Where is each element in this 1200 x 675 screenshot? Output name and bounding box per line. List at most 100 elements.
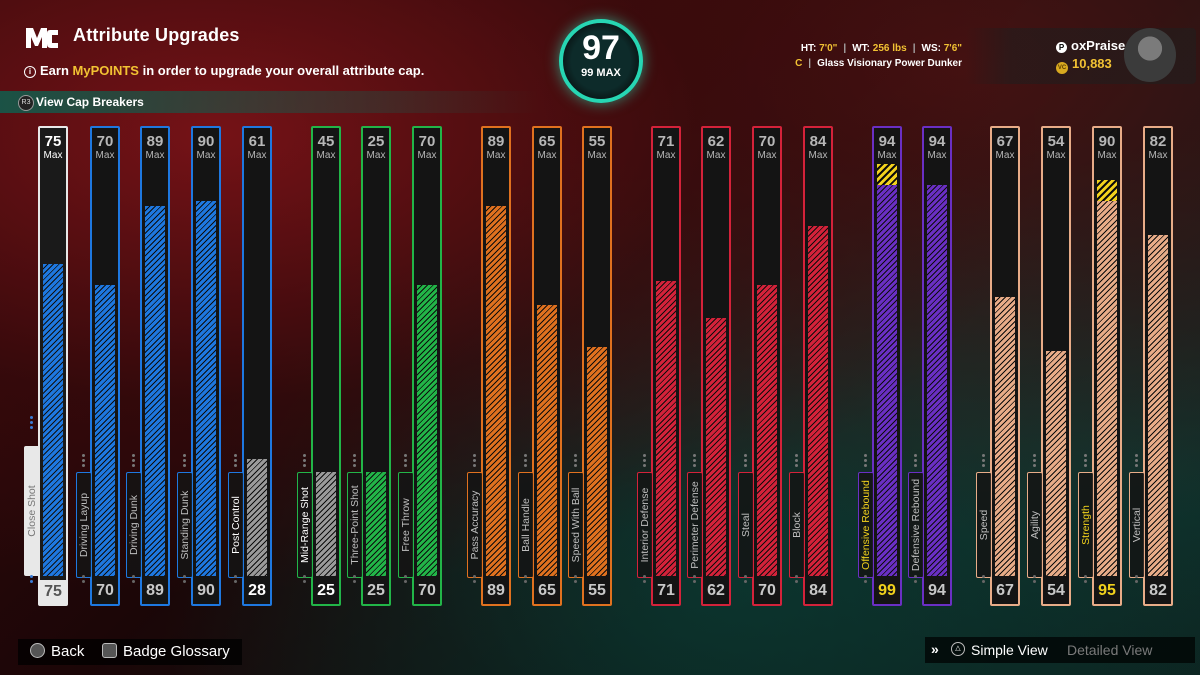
attribute-bar-vertical[interactable]: 82 Max 82: [1143, 126, 1173, 606]
attribute-bar-driving-dunk[interactable]: 89 Max 89: [140, 126, 170, 606]
badge-dots-lower: [914, 575, 918, 585]
attribute-name: Three-Point Shot: [349, 485, 361, 565]
attribute-bar-close-shot[interactable]: 75 Max 75: [38, 126, 68, 606]
view-cap-breakers-button[interactable]: R3 View Cap Breakers: [0, 91, 540, 113]
badge-dots: [132, 454, 136, 469]
attribute-bar-driving-layup[interactable]: 70 Max 70: [90, 126, 120, 606]
max-value: 67: [996, 133, 1014, 150]
wt-label: WT:: [852, 43, 870, 54]
attribute-bar-offensive-rebound[interactable]: 94 Max 99: [872, 126, 902, 606]
badge-dots-lower: [82, 575, 86, 585]
attribute-bar-agility[interactable]: 54 Max 54: [1041, 126, 1071, 606]
attribute-fill: [656, 281, 676, 576]
max-label: Max: [1046, 150, 1066, 161]
badge-dots: [693, 454, 697, 469]
badge-dots: [1135, 454, 1139, 469]
max-label: Max: [995, 150, 1015, 161]
overall-rating: 97 99 MAX: [559, 19, 643, 103]
triangle-button-icon: △: [951, 642, 965, 656]
attribute-label-tag: Standing Dunk: [177, 472, 193, 578]
player-position: C: [795, 58, 803, 69]
attribute-name: Post Control: [230, 496, 242, 554]
attribute-name: Perimeter Defense: [689, 481, 701, 569]
max-label: Max: [1097, 150, 1117, 161]
attribute-bar-perimeter-defense[interactable]: 62 Max 62: [701, 126, 731, 606]
attribute-name: Standing Dunk: [179, 490, 191, 560]
attribute-label-tag: Post Control: [228, 472, 244, 578]
badge-dots-lower: [1033, 575, 1037, 585]
ws-value: 7'6": [943, 43, 962, 54]
current-value: 55: [588, 582, 606, 599]
badge-dots-lower: [404, 575, 408, 585]
player-archetype: C | Glass Visionary Power Dunker: [795, 58, 962, 69]
badge-dots-lower: [1084, 575, 1088, 585]
current-value: 67: [996, 582, 1014, 599]
attribute-label-tag: Interior Defense: [637, 472, 653, 578]
playstation-icon: P: [1056, 42, 1067, 53]
avatar: [1124, 28, 1176, 82]
attribute-name: Interior Defense: [639, 487, 651, 563]
attribute-bar-free-throw[interactable]: 70 Max 70: [412, 126, 442, 606]
attribute-fill: [995, 297, 1015, 576]
overall-max: 99 MAX: [581, 67, 621, 79]
max-label: Max: [417, 150, 437, 161]
attribute-fill: [537, 305, 557, 576]
attribute-bar-strength[interactable]: 90 Max 95: [1092, 126, 1122, 606]
attribute-label-tag: Driving Dunk: [126, 472, 142, 578]
back-button[interactable]: Back: [30, 643, 84, 660]
badge-dots: [795, 454, 799, 469]
max-value: 70: [418, 133, 436, 150]
max-value: 55: [588, 133, 606, 150]
max-label: Max: [316, 150, 336, 161]
attribute-bar-defensive-rebound[interactable]: 94 Max 94: [922, 126, 952, 606]
badge-dots: [183, 454, 187, 469]
badge-dots: [30, 416, 34, 431]
attribute-bar-post-control[interactable]: 61 Max 28: [242, 126, 272, 606]
badge-dots: [864, 454, 868, 469]
max-value: 65: [538, 133, 556, 150]
cap-breaker-fill: [877, 164, 897, 185]
badge-dots-lower: [693, 575, 697, 585]
attribute-bar-speed-with-ball[interactable]: 55 Max 55: [582, 126, 612, 606]
max-label: Max: [1148, 150, 1168, 161]
max-value: 90: [197, 133, 215, 150]
attribute-bar-pass-accuracy[interactable]: 89 Max 89: [481, 126, 511, 606]
badge-dots: [303, 454, 307, 469]
badge-dots-lower: [473, 575, 477, 585]
attribute-label-tag: Three-Point Shot: [347, 472, 363, 578]
attribute-bar-ball-handle[interactable]: 65 Max 65: [532, 126, 562, 606]
max-label: Max: [145, 150, 165, 161]
attribute-bar-standing-dunk[interactable]: 90 Max 90: [191, 126, 221, 606]
cap-breaker-fill: [1097, 180, 1117, 201]
max-label: Max: [757, 150, 777, 161]
attribute-fill: [1097, 201, 1117, 576]
max-label: Max: [587, 150, 607, 161]
attribute-label-tag: Defensive Rebound: [908, 472, 924, 578]
attribute-bar-three-point-shot[interactable]: 25 Max 25: [361, 126, 391, 606]
badge-dots-lower: [744, 575, 748, 585]
current-value: 25: [367, 582, 385, 599]
max-value: 54: [1047, 133, 1065, 150]
attribute-bar-steal[interactable]: 70 Max 70: [752, 126, 782, 606]
attribute-name: Agility: [1029, 510, 1041, 540]
mypoints-label: MyPOINTS: [72, 63, 139, 78]
footer-right: » △ Simple View Detailed View: [925, 637, 1195, 663]
badge-dots-lower: [183, 575, 187, 585]
ht-label: HT:: [800, 43, 817, 54]
attribute-bar-interior-defense[interactable]: 71 Max 71: [651, 126, 681, 606]
simple-view-tab[interactable]: Simple View: [971, 642, 1048, 658]
detailed-view-tab[interactable]: Detailed View: [1067, 642, 1153, 658]
circle-button-icon: [30, 643, 45, 658]
attribute-bar-speed[interactable]: 67 Max 67: [990, 126, 1020, 606]
max-value: 71: [657, 133, 675, 150]
attribute-label-tag: Perimeter Defense: [687, 472, 703, 578]
badge-dots: [574, 454, 578, 469]
attribute-bar-block[interactable]: 84 Max 84: [803, 126, 833, 606]
badge-glossary-button[interactable]: Badge Glossary: [102, 643, 230, 660]
max-label: Max: [247, 150, 267, 161]
attribute-name: Offensive Rebound: [860, 480, 872, 570]
attribute-bar-mid-range-shot[interactable]: 45 Max 25: [311, 126, 341, 606]
max-value: 82: [1149, 133, 1167, 150]
current-value: 89: [146, 582, 164, 599]
badge-dots: [982, 454, 986, 469]
